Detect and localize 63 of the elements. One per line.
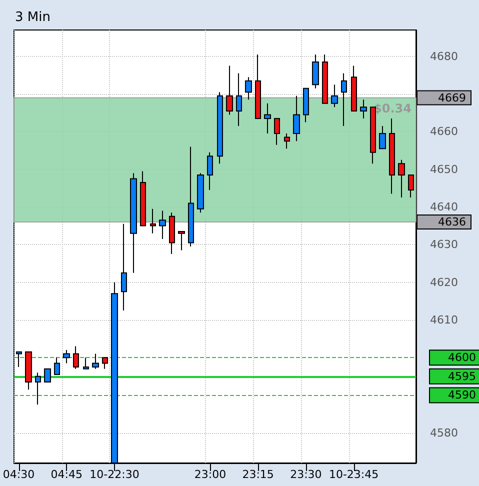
chart-title: 3 Min <box>15 10 50 25</box>
candlestick <box>44 368 51 383</box>
x-tick-label: 04:30 <box>2 468 35 481</box>
candlestick <box>312 54 319 89</box>
y-tick-label: 4580 <box>430 426 458 440</box>
candlestick <box>331 84 338 108</box>
x-tick-label: 10-22:30 <box>90 468 140 481</box>
candlestick <box>92 353 99 370</box>
candlestick <box>322 54 328 104</box>
candlestick <box>274 118 280 146</box>
candlestick <box>236 72 242 127</box>
candlestick <box>408 174 414 198</box>
candlestick <box>35 372 41 406</box>
x-tick-label: 23:30 <box>290 468 322 481</box>
candlestick <box>102 357 108 370</box>
candlestick <box>197 172 204 214</box>
candlestick <box>178 230 185 251</box>
candlestick <box>398 159 405 198</box>
candlestick <box>150 208 156 234</box>
y-tick-label: 4620 <box>430 276 458 289</box>
y-tick-label: 4640 <box>430 200 458 214</box>
candlestick <box>207 152 213 191</box>
candlestick <box>351 65 357 112</box>
candlestick <box>255 54 261 119</box>
candlestick <box>83 357 89 370</box>
candlestick <box>54 357 60 376</box>
ref-line-label: 4600 <box>448 351 476 364</box>
candlestick <box>169 212 175 255</box>
y-tick-label: 4650 <box>430 162 458 176</box>
y-tick-label: 4610 <box>430 313 458 326</box>
candlestick <box>130 172 137 274</box>
candlestick <box>217 92 223 164</box>
candlestick <box>284 133 290 150</box>
band-label: $0.34 <box>374 101 412 116</box>
candlestick <box>379 126 386 150</box>
candlestick <box>264 102 271 134</box>
candlestick <box>370 106 376 164</box>
x-tick-label: 10-23:45 <box>328 468 379 481</box>
candlestick <box>245 76 252 100</box>
ref-line-label: 4595 <box>448 370 476 383</box>
y-tick-label: 4630 <box>430 238 458 252</box>
x-tick-label: 23:00 <box>194 468 226 481</box>
candlestick <box>341 72 347 127</box>
candlestick <box>360 99 367 119</box>
text: 4669 <box>438 91 466 104</box>
candlestick <box>188 146 194 247</box>
x-tick-label: 04:45 <box>50 468 82 481</box>
candlestick <box>63 350 70 364</box>
y-tick-label: 4680 <box>430 50 458 63</box>
candlestick <box>159 210 166 240</box>
candlestick <box>25 351 32 390</box>
candlestick <box>389 118 395 194</box>
y-tick-label: 4660 <box>430 125 458 138</box>
candlestick <box>16 351 22 368</box>
candlestick <box>73 346 79 370</box>
candlestick <box>121 223 127 312</box>
candlestick <box>140 170 146 226</box>
candlestick <box>303 88 309 123</box>
ref-line-label: 4590 <box>448 388 476 402</box>
text: 4636 <box>438 216 466 229</box>
candlestick <box>293 95 300 142</box>
x-tick-label: 23:15 <box>242 468 274 481</box>
candlestick <box>226 65 233 116</box>
